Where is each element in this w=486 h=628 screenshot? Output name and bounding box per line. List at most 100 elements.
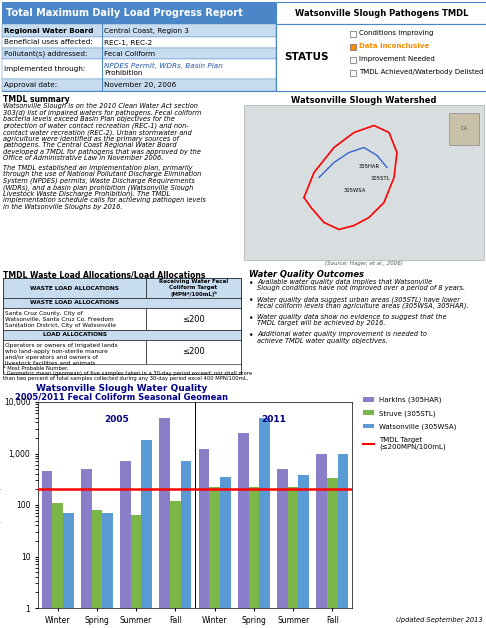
Text: and/or operators and owners of: and/or operators and owners of (5, 355, 98, 360)
Bar (2, 79, 276, 91)
Bar (238, 433, 248, 628)
Text: WASTE LOAD ALLOCATIONS: WASTE LOAD ALLOCATIONS (30, 301, 119, 305)
Text: WASTE LOAD ALLOCATIONS: WASTE LOAD ALLOCATIONS (30, 286, 119, 291)
Text: Data Inconclusive: Data Inconclusive (359, 43, 429, 49)
Bar (91, 510, 102, 628)
Text: Approval date:: Approval date: (4, 82, 57, 88)
Text: through the use of National Pollutant Discharge Elimination: through the use of National Pollutant Di… (3, 171, 201, 177)
Text: in the Watsonville Sloughs by 2016.: in the Watsonville Sloughs by 2016. (3, 203, 122, 210)
Bar (3, 308, 146, 330)
Bar (102, 48, 103, 59)
Text: Central Coast, Region 3: Central Coast, Region 3 (104, 28, 189, 33)
Text: Watsonville, Santa Cruz Co. Freedom: Watsonville, Santa Cruz Co. Freedom (5, 317, 114, 322)
Text: STATUS: STATUS (284, 53, 329, 63)
Bar (2, 37, 276, 48)
Bar (350, 44, 356, 50)
Bar (3, 278, 241, 374)
Bar (209, 487, 220, 628)
Text: TMDL Achieved/Waterbody Delisted: TMDL Achieved/Waterbody Delisted (359, 69, 484, 75)
Bar (102, 513, 113, 628)
Bar (170, 501, 181, 628)
Text: Beneficial uses affected:: Beneficial uses affected: (4, 40, 93, 45)
Text: Livestock Waste Discharge Prohibition). The TMDL: Livestock Waste Discharge Prohibition). … (3, 190, 170, 197)
Y-axis label: Fecal Coliform, MPN/100mL
(log scale): Fecal Coliform, MPN/100mL (log scale) (0, 457, 1, 553)
Bar (244, 105, 484, 260)
Bar (220, 477, 230, 628)
Text: Operators or owners of irrigated lands: Operators or owners of irrigated lands (5, 343, 118, 348)
Text: •: • (249, 331, 254, 340)
Bar (42, 472, 52, 628)
Text: (Source: Hager, et al., 2006): (Source: Hager, et al., 2006) (325, 261, 403, 266)
Bar (102, 79, 103, 91)
Text: developed a TMDL for pathogens that was approved by the: developed a TMDL for pathogens that was … (3, 148, 201, 154)
Text: Available water quality data implies that Watsonville: Available water quality data implies tha… (257, 279, 432, 285)
Bar (248, 487, 259, 628)
Bar (146, 340, 241, 364)
Text: TMDL summary: TMDL summary (3, 95, 70, 104)
Text: (WDRs), and a basin plan prohibition (Watsonville Slough: (WDRs), and a basin plan prohibition (Wa… (3, 184, 193, 191)
Bar (327, 479, 338, 628)
Text: Water quality data show no evidence to suggest that the: Water quality data show no evidence to s… (257, 314, 447, 320)
Text: who land-apply non-sterile manure: who land-apply non-sterile manure (5, 349, 108, 354)
Text: Sanitation District, City of Watsonville: Sanitation District, City of Watsonville (5, 323, 116, 328)
Bar (2, 24, 276, 37)
Text: ᵇ Geometric mean (geomean) of five samples taken in a 30-day period exceed; nor : ᵇ Geometric mean (geomean) of five sampl… (3, 371, 252, 376)
Bar (2, 2, 276, 24)
Bar (449, 113, 479, 145)
Text: CA: CA (460, 126, 468, 131)
Legend: Harkins (305HAR), Struve (305STL), Watsonville (305WSA), TMDL Target
(≤200MPN/10: Harkins (305HAR), Struve (305STL), Watso… (362, 395, 458, 452)
Text: Additional water quality improvement is needed to: Additional water quality improvement is … (257, 331, 427, 337)
Text: NPDES Permit, WDRs, Basin Plan: NPDES Permit, WDRs, Basin Plan (104, 62, 223, 68)
Bar (52, 503, 63, 628)
Text: TMDL target will be achieved by 2016.: TMDL target will be achieved by 2016. (257, 320, 385, 326)
Text: achieve TMDL water quality objectives.: achieve TMDL water quality objectives. (257, 337, 388, 344)
Bar (277, 469, 288, 628)
Bar (181, 462, 191, 628)
Bar (3, 278, 146, 298)
Bar (276, 2, 486, 24)
Text: ≤200: ≤200 (182, 347, 205, 357)
Text: Watsonville Slough Watershed: Watsonville Slough Watershed (291, 96, 437, 105)
Bar (141, 440, 152, 628)
Bar (2, 59, 276, 79)
Text: Updated September 2013: Updated September 2013 (397, 617, 483, 623)
Text: bacteria levels exceed Basin Plan objectives for the: bacteria levels exceed Basin Plan object… (3, 116, 175, 122)
Bar (3, 298, 241, 308)
Text: Implemented through:: Implemented through: (4, 66, 86, 72)
Bar (159, 418, 170, 628)
Text: 305HAR: 305HAR (359, 163, 380, 168)
Text: November 20, 2006: November 20, 2006 (104, 82, 176, 88)
Text: 2005: 2005 (104, 416, 129, 425)
Text: 305WSA: 305WSA (344, 188, 366, 193)
Bar (350, 31, 356, 37)
Bar (102, 59, 103, 79)
Text: 2011: 2011 (261, 416, 286, 425)
Text: fecal coliform levels than agriculture areas (305WSA, 305HAR).: fecal coliform levels than agriculture a… (257, 303, 469, 309)
Text: •: • (249, 314, 254, 323)
Bar (131, 514, 141, 628)
Text: Prohibition: Prohibition (104, 70, 142, 76)
Text: Receiving Water Fecal
Coliform Target
(MPN*/100mL)ᵇ: Receiving Water Fecal Coliform Target (M… (159, 279, 228, 297)
Text: Water Quality Outcomes: Water Quality Outcomes (249, 270, 364, 279)
Bar (146, 278, 241, 298)
Text: REC-1, REC-2: REC-1, REC-2 (104, 40, 152, 45)
Text: The TMDL established an implementation plan, primarily: The TMDL established an implementation p… (3, 165, 192, 171)
Bar (276, 24, 486, 91)
Bar (81, 469, 91, 628)
Text: agriculture were identified as the primary sources of: agriculture were identified as the prima… (3, 136, 179, 141)
Bar (298, 475, 309, 628)
Text: livestock facilities and animals: livestock facilities and animals (5, 361, 95, 366)
Text: ≤200: ≤200 (182, 315, 205, 323)
Text: TMDL Waste Load Allocations/Load Allocations: TMDL Waste Load Allocations/Load Allocat… (3, 270, 206, 279)
Text: Water quality data suggest urban areas (305STL) have lower: Water quality data suggest urban areas (… (257, 296, 460, 303)
Bar (63, 513, 73, 628)
Bar (338, 453, 348, 628)
Text: Watsonville Slough Water Quality: Watsonville Slough Water Quality (36, 384, 207, 393)
Text: Pollutant(s) addressed:: Pollutant(s) addressed: (4, 50, 87, 57)
Bar (3, 340, 146, 364)
Text: Watsonville Slough is on the 2010 Clean Water Act section: Watsonville Slough is on the 2010 Clean … (3, 103, 198, 109)
Text: Fecal Coliform: Fecal Coliform (104, 50, 155, 57)
Text: System (NPDES) permits, Waste Discharge Requirements: System (NPDES) permits, Waste Discharge … (3, 178, 195, 184)
Bar (288, 487, 298, 628)
Bar (120, 462, 131, 628)
